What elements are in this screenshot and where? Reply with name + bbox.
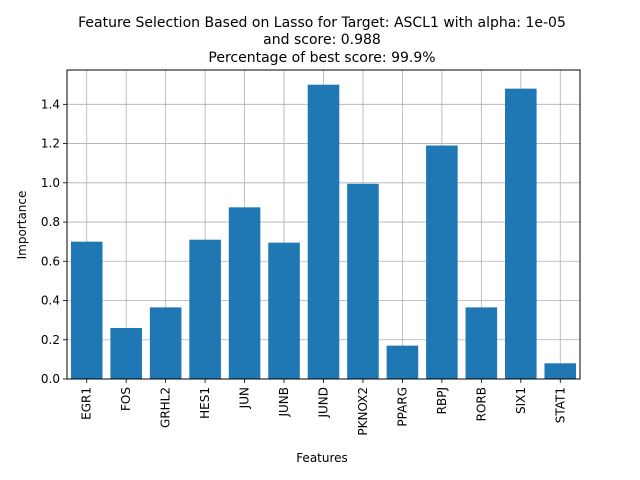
- bar-jund: [307, 84, 340, 379]
- y-tick-label: 0.6: [41, 254, 60, 268]
- y-tick-label: 1.2: [41, 137, 60, 151]
- bar-egr1: [70, 241, 103, 379]
- x-axis-ticks: EGR1 FOS GRHL2 HES1 JUN JUNB JUND PKNOX2 PPARG RB…: [80, 379, 567, 436]
- x-tick-label: EGR1: [80, 387, 94, 420]
- bar-fos: [110, 327, 142, 379]
- x-tick-label: HES1: [198, 387, 212, 419]
- bar-hes1: [189, 239, 221, 379]
- bar-jun: [228, 207, 261, 379]
- x-tick-label: STAT1: [553, 387, 567, 423]
- y-tick-label: 0.2: [41, 333, 60, 347]
- x-tick-label: JUND: [317, 387, 331, 419]
- bar-six1: [505, 88, 537, 379]
- bars: [70, 84, 577, 379]
- chart-title-line-3: Percentage of best score: 99.9%: [208, 50, 435, 66]
- bar-rorb: [465, 307, 498, 379]
- x-tick-label: PKNOX2: [356, 387, 370, 436]
- bar-stat1: [544, 363, 577, 379]
- bar-pparg: [386, 345, 419, 379]
- x-tick-label: SIX1: [514, 387, 528, 414]
- axes-frame: [66, 69, 581, 380]
- bar-rbpj: [426, 145, 458, 379]
- x-tick-label: JUNB: [277, 387, 291, 418]
- x-tick-label: GRHL2: [159, 387, 173, 428]
- x-tick-label: RORB: [474, 387, 488, 421]
- y-tick-label: 1.4: [41, 97, 60, 111]
- chart-title-line-1: Feature Selection Based on Lasso for Tar…: [78, 15, 566, 31]
- bar-grhl2: [149, 307, 182, 379]
- y-tick-label: 0.4: [41, 294, 60, 308]
- x-tick-label: RBPJ: [435, 387, 449, 414]
- x-axis-label: Features: [296, 451, 348, 465]
- y-tick-label: 0.0: [41, 372, 60, 386]
- bar-pknox2: [347, 183, 379, 379]
- x-tick-label: PPARG: [395, 387, 409, 427]
- chart-title-line-2: and score: 0.988: [263, 32, 381, 48]
- x-tick-label: FOS: [119, 387, 133, 411]
- x-tick-label: JUN: [238, 387, 252, 409]
- y-axis-ticks: 0.0 0.2 0.4 0.6 0.8 1.0 1.2 1.4: [41, 97, 67, 386]
- y-axis-label: Importance: [15, 191, 29, 260]
- y-tick-label: 0.8: [41, 215, 60, 229]
- bar-junb: [268, 242, 300, 379]
- y-tick-label: 1.0: [41, 176, 60, 190]
